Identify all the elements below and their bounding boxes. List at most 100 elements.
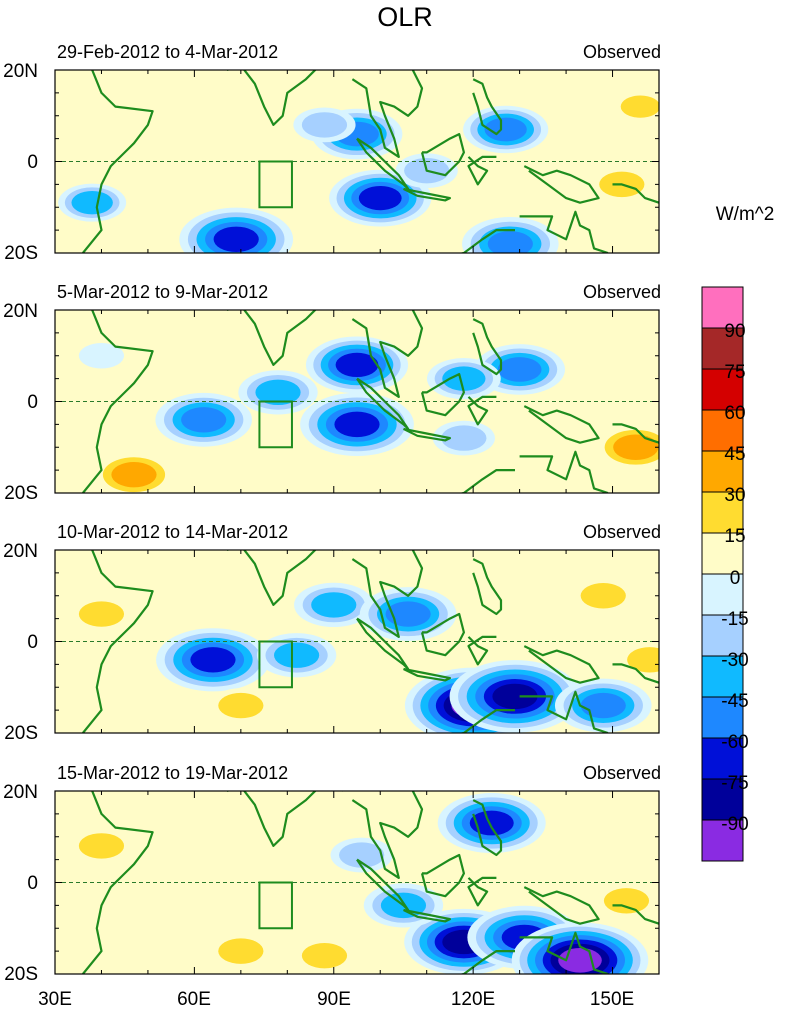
map-panel-3-field (55, 550, 659, 733)
colorbar-label-45: 45 (724, 444, 745, 465)
contour-level (339, 842, 385, 868)
coastline (226, 70, 344, 127)
contour-level (78, 343, 125, 369)
panel-1-observed-label: Observed (583, 42, 661, 62)
panels-layer (54, 69, 660, 975)
xtick-30e: 30E (38, 989, 72, 1010)
contour-level (469, 810, 514, 836)
anomaly-feature-1-7 (293, 107, 356, 143)
contour-level (213, 226, 259, 252)
map-panel-1-field (55, 70, 659, 253)
colorbar-label-minus90: -90 (721, 814, 748, 835)
coastline (467, 395, 497, 426)
coastline (519, 931, 609, 974)
anomaly-feature-2-6 (426, 358, 501, 400)
panel-4-date-range: 15-Mar-2012 to 19-Mar-2012 (57, 763, 288, 783)
coastline (403, 908, 451, 923)
anomaly-feature-4-3 (511, 922, 649, 974)
map-panel-4 (54, 790, 660, 975)
contour-level (181, 407, 227, 433)
contour-level (301, 112, 348, 138)
anomaly-feature-4-7 (70, 828, 133, 864)
colorbar-swatch (701, 286, 744, 329)
coastline (523, 405, 600, 444)
panel-3-ytick-20s: 20S (4, 723, 38, 744)
anomaly-feature-2-1 (155, 392, 252, 447)
panel-1-ytick-20n: 20N (3, 61, 38, 82)
coastline (82, 310, 154, 493)
anomaly-feature-2-2 (300, 392, 414, 456)
map-panel-3 (54, 549, 660, 734)
colorbar-swatch (701, 696, 744, 739)
coastline (472, 799, 503, 857)
coastline (420, 133, 465, 177)
map-panel-2-field (55, 310, 659, 493)
contour-level (78, 601, 125, 627)
coastline (472, 78, 503, 136)
panel-3-observed-label: Observed (583, 522, 661, 542)
contour-level (274, 642, 320, 668)
colorbar-swatch (701, 532, 744, 575)
anomaly-feature-1-3 (179, 207, 294, 253)
coastline (459, 229, 515, 253)
coastline (403, 187, 451, 202)
contour-level (442, 366, 486, 391)
coastline (82, 791, 154, 974)
colorbar (701, 286, 744, 862)
contour-level (190, 647, 236, 673)
contour-level (218, 692, 264, 719)
panel-1-ytick-0: 0 (27, 152, 38, 173)
coastline (467, 155, 497, 186)
coastline (472, 318, 503, 376)
contour-level (311, 592, 357, 618)
xtick-150e: 150E (590, 989, 634, 1010)
panel-2-ytick-0: 0 (27, 392, 38, 413)
colorbar-swatch (701, 450, 744, 493)
coastline (403, 427, 451, 442)
anomaly-feature-2-3 (305, 336, 409, 394)
anomaly-feature-3-10 (572, 578, 635, 614)
contour-level (385, 601, 431, 627)
anomaly-feature-4-4 (437, 793, 546, 854)
coastline (226, 550, 344, 607)
coastline (472, 558, 503, 616)
colorbar-label-60: 60 (724, 403, 745, 424)
panel-3-ytick-0: 0 (27, 632, 38, 653)
colorbar-swatch (701, 327, 744, 370)
contour-level (301, 943, 348, 969)
coastline (82, 550, 154, 733)
anomaly-feature-4-8 (209, 933, 272, 969)
panel-4-ytick-20s: 20S (4, 964, 38, 985)
coastline (351, 310, 424, 398)
contour-level (492, 683, 538, 710)
colorbar-label-minus30: -30 (721, 650, 748, 671)
contour-level (71, 190, 113, 215)
anomaly-feature-4-9 (293, 938, 356, 974)
panel-2-ytick-20n: 20N (3, 301, 38, 322)
map-panel-2 (54, 309, 660, 494)
coastline (351, 550, 424, 639)
colorbar-label-0: 0 (730, 568, 741, 589)
coastline (612, 663, 659, 684)
contour-level (580, 583, 626, 609)
anomaly-feature-3-11 (618, 642, 659, 678)
xtick-120e: 120E (451, 989, 495, 1010)
units-label: W/m^2 (716, 204, 775, 225)
coastline (459, 708, 515, 733)
anomaly-feature-1-6 (58, 183, 127, 222)
anomaly-feature-3-2 (256, 633, 337, 678)
anomaly-feature-2-10 (78, 343, 125, 369)
contour-level (334, 411, 380, 438)
colorbar-swatch (701, 409, 744, 452)
anomaly-feature-3-9 (209, 688, 272, 723)
anomaly-feature-1-4 (463, 105, 549, 154)
xtick-90e: 90E (317, 989, 351, 1010)
contour-level (484, 117, 527, 142)
colorbar-swatch (701, 737, 744, 780)
coastline (459, 949, 515, 974)
colorbar-label-15: 15 (724, 526, 745, 547)
coastline (351, 791, 424, 880)
anomaly-feature-2-7 (432, 420, 495, 456)
anomaly-feature-3-8 (70, 596, 133, 632)
xtick-60e: 60E (177, 989, 211, 1010)
